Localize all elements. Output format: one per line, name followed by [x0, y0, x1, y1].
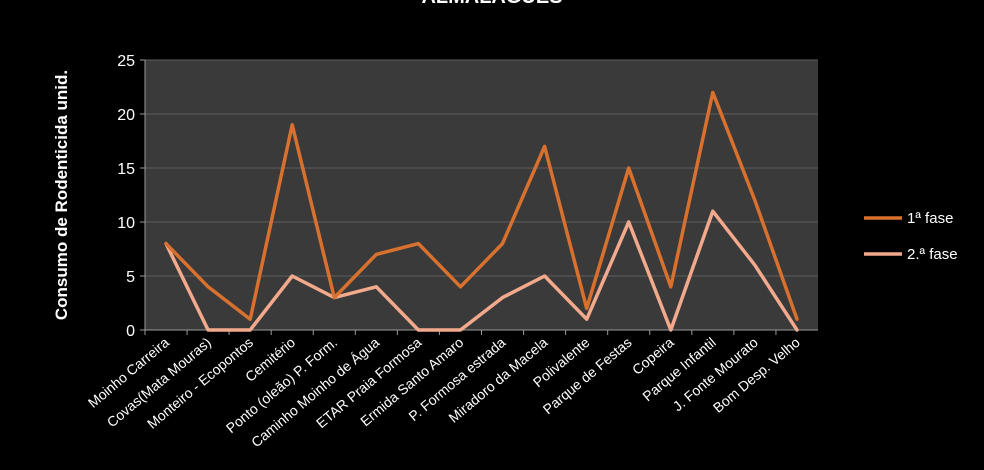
- y-axis-label: Consumo de Rodenticida unid.: [52, 70, 71, 320]
- y-tick-label: 5: [126, 269, 135, 286]
- chart-title: ALMALAGUÊS: [0, 0, 984, 9]
- y-tick-label: 0: [126, 323, 135, 340]
- gridlines: [140, 59, 818, 335]
- y-tick-labels: 0 5 10 15 20 25: [117, 53, 135, 340]
- y-tick-label: 10: [117, 215, 135, 232]
- series-line: [164, 90, 799, 321]
- series-lines: [164, 90, 799, 332]
- y-tick-label: 20: [117, 107, 135, 124]
- legend: 1ª fase 2.ª fase: [864, 210, 958, 263]
- y-tick-label: 25: [117, 53, 135, 70]
- legend-label: 1ª fase: [907, 210, 953, 227]
- legend-label: 2.ª fase: [907, 246, 958, 263]
- y-tick-label: 15: [117, 161, 135, 178]
- series-line: [164, 209, 799, 332]
